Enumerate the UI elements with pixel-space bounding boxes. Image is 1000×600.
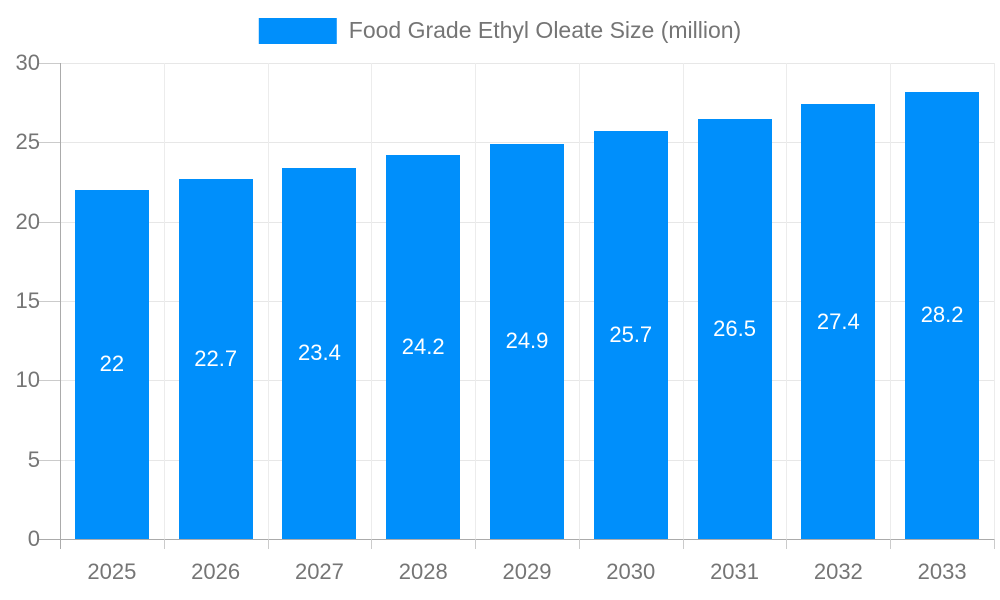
y-axis-label: 20	[15, 208, 40, 234]
bar-2029[interactable]	[490, 143, 564, 539]
y-axis-label: 30	[15, 50, 40, 75]
bar-2026[interactable]	[178, 178, 253, 539]
x-gridline	[475, 63, 477, 539]
x-axis-label: 2032	[813, 559, 863, 584]
y-axis-label: 25	[15, 129, 40, 155]
x-axis-tick	[578, 539, 580, 549]
x-axis-tick	[786, 539, 788, 549]
x-gridline	[682, 63, 684, 539]
bar-2027[interactable]	[282, 167, 357, 539]
x-axis-tick	[682, 539, 684, 549]
y-axis-label: 5	[27, 446, 40, 472]
x-gridline	[890, 63, 892, 539]
bar-2025[interactable]	[74, 189, 149, 539]
y-axis-tick	[39, 142, 60, 144]
x-axis-tick	[890, 539, 892, 549]
y-axis-tick	[39, 301, 60, 302]
x-axis-label: 2030	[606, 559, 656, 584]
x-gridline	[578, 63, 580, 539]
y-axis-tick	[39, 380, 60, 382]
legend-swatch	[258, 17, 337, 44]
x-axis-tick	[371, 539, 373, 549]
y-axis-tick	[39, 221, 60, 223]
x-axis-tick	[163, 539, 165, 549]
x-axis-label: 2028	[398, 559, 448, 584]
y-axis-tick	[39, 63, 60, 64]
y-axis-label: 10	[15, 367, 40, 393]
bar-2032[interactable]	[801, 104, 876, 539]
x-axis-label: 2033	[917, 559, 967, 584]
bar-2028[interactable]	[386, 155, 461, 539]
y-axis-label: 15	[15, 288, 40, 313]
x-axis-label: 2027	[294, 559, 344, 584]
x-axis-line	[39, 539, 994, 540]
legend-label: Food Grade Ethyl Oleate Size (million)	[348, 17, 742, 43]
legend-item[interactable]: Food Grade Ethyl Oleate Size (million)	[258, 17, 742, 44]
x-axis-label: 2031	[710, 559, 760, 584]
x-axis-tick	[267, 539, 269, 549]
x-axis-tick	[994, 539, 995, 549]
x-axis-label: 2026	[191, 559, 241, 584]
y-gridline	[60, 63, 994, 64]
y-axis-label: 0	[27, 526, 40, 551]
x-gridline	[994, 63, 995, 539]
bar-2031[interactable]	[697, 118, 772, 539]
bar-2030[interactable]	[593, 131, 668, 539]
x-gridline	[371, 63, 373, 539]
y-axis-tick	[39, 459, 60, 461]
bar-2033[interactable]	[905, 91, 980, 539]
x-axis-label: 2029	[502, 559, 552, 584]
y-gridline	[60, 142, 994, 144]
x-gridline	[163, 63, 165, 539]
x-gridline	[786, 63, 788, 539]
x-axis-tick	[475, 539, 477, 549]
x-axis-label: 2025	[87, 559, 137, 584]
y-axis-line	[60, 63, 61, 549]
x-gridline	[267, 63, 269, 539]
